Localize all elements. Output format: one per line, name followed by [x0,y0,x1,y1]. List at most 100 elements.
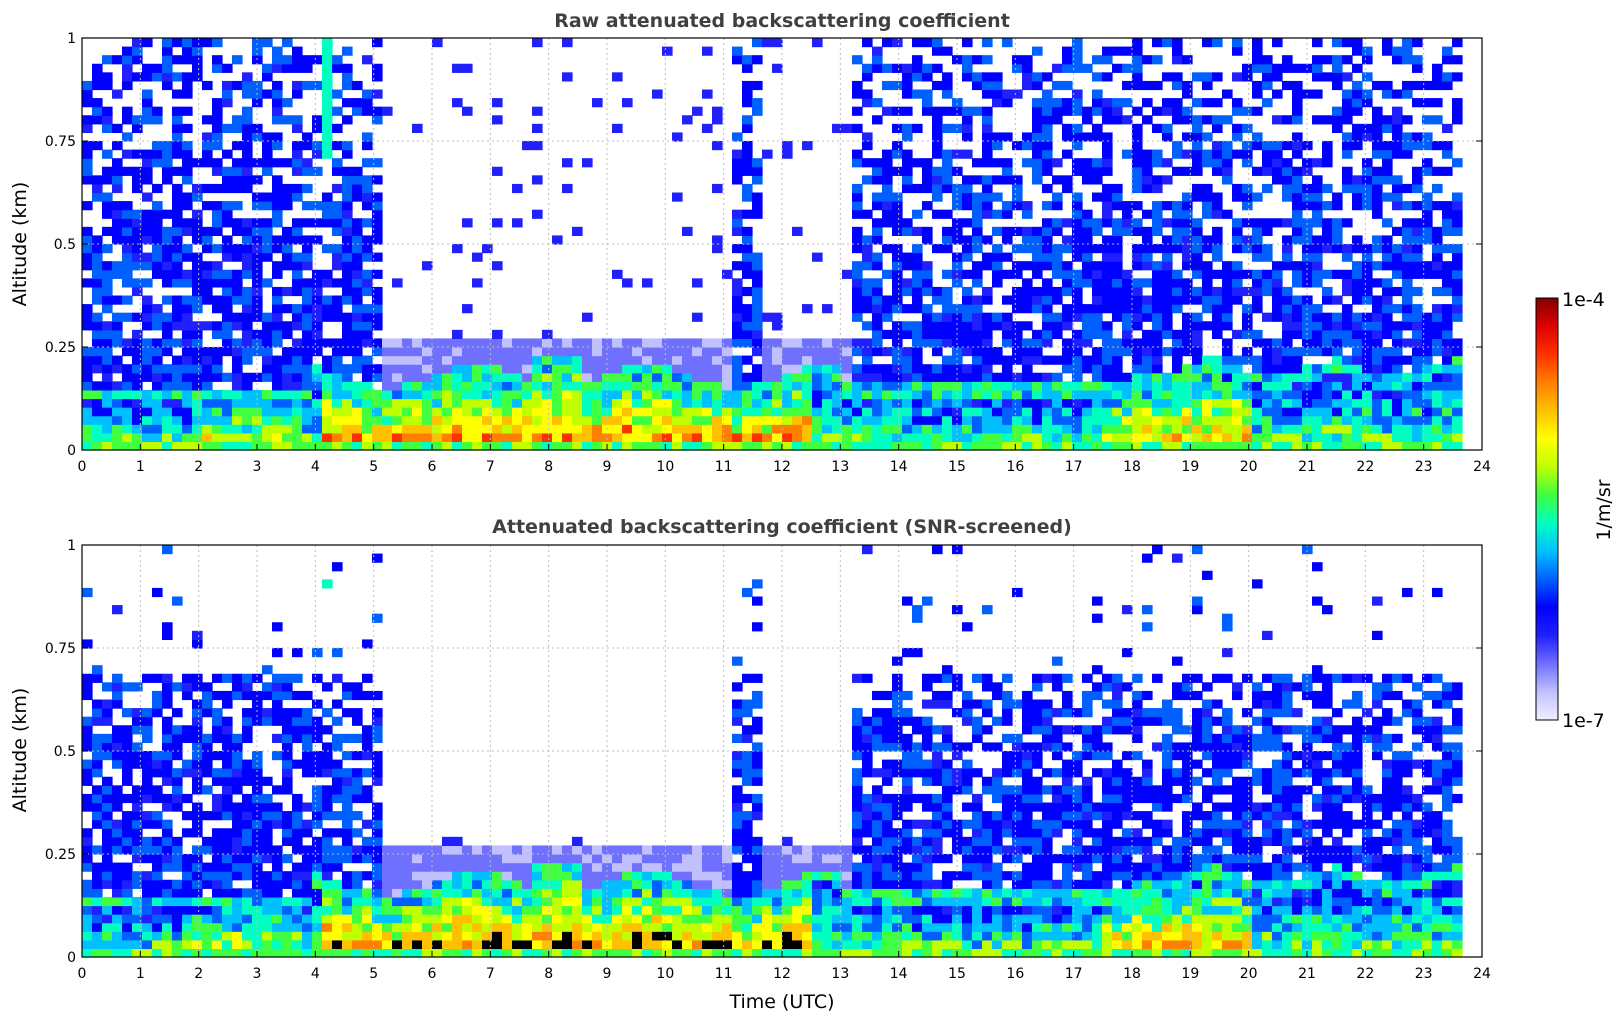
heatmap-cell [1282,415,1293,425]
heatmap-cell [832,355,843,365]
heatmap-cell [712,381,723,391]
heatmap-cell [92,914,103,924]
heatmap-cell [82,80,93,91]
heatmap-cell [182,123,193,134]
heatmap-cell [1302,166,1313,176]
heatmap-cell [142,98,153,108]
heatmap-cell [252,407,263,417]
x-tick-label: 5 [369,459,378,475]
heatmap-cell [82,888,93,898]
heatmap-cell [122,896,133,907]
heatmap-cell [372,725,383,735]
heatmap-cell [382,407,393,417]
heatmap-cell [322,914,333,924]
heatmap-cell [572,888,583,898]
heatmap-cell [592,432,603,443]
heatmap-cell [432,879,443,889]
heatmap-cell [202,432,213,443]
heatmap-cell [352,854,363,864]
heatmap-cell [852,432,863,443]
heatmap-cell [572,441,583,451]
heatmap-cell [1412,398,1423,408]
heatmap-cell [272,708,283,718]
heatmap-cell [972,338,983,348]
heatmap-cell [762,381,773,391]
heatmap-cell [1312,72,1323,82]
x-tick-label: 3 [253,459,262,475]
heatmap-cell [192,682,203,692]
heatmap-cell [412,879,423,889]
heatmap-cell [132,123,143,134]
heatmap-cell [752,312,763,322]
heatmap-cell [712,106,723,116]
heatmap-cell [462,347,473,357]
heatmap-cell [532,389,543,400]
heatmap-cell [92,441,103,451]
heatmap-cell [512,845,523,855]
heatmap-cell [882,218,893,228]
heatmap-cell [232,175,243,185]
heatmap-cell [1232,329,1243,340]
heatmap-cell [122,372,133,382]
heatmap-cell [272,286,283,297]
heatmap-cell [522,854,533,864]
heatmap-cell [162,398,173,408]
heatmap-cell [82,854,93,864]
heatmap-cell [192,699,203,709]
heatmap-cell [1382,415,1393,425]
heatmap-cell [1062,432,1073,443]
heatmap-cell [1182,407,1193,417]
heatmap-cell [432,948,443,958]
heatmap-cell [1052,218,1063,228]
heatmap-cell [352,793,363,804]
heatmap-cell [202,398,213,408]
heatmap-cell [1352,364,1363,374]
heatmap-cell [1382,347,1393,357]
heatmap-cell [1292,166,1303,176]
heatmap-cell [192,424,203,434]
heatmap-cell [862,372,873,382]
heatmap-cell [232,389,243,400]
heatmap-cell [902,261,913,271]
heatmap-cell [922,158,933,168]
heatmap-cell [912,209,923,219]
heatmap-cell [912,123,923,134]
heatmap-cell [562,364,573,374]
heatmap-cell [1112,244,1123,254]
heatmap-cell [992,398,1003,408]
heatmap-cell [112,785,123,795]
heatmap-cell [142,106,153,116]
heatmap-cell [962,407,973,417]
heatmap-cell [252,98,263,108]
heatmap-cell [812,424,823,434]
heatmap-cell [442,441,453,451]
heatmap-cell [1012,398,1023,408]
heatmap-cell [462,905,473,915]
heatmap-cell [822,415,833,425]
heatmap-cell [262,845,273,855]
heatmap-cell [362,183,373,194]
heatmap-cell [722,364,733,374]
heatmap-cell [712,141,723,151]
heatmap-cell [1342,89,1353,99]
heatmap-cell [1132,389,1143,400]
heatmap-cell [362,948,373,958]
heatmap-cell [232,424,243,434]
heatmap-cell [362,793,373,804]
heatmap-cell [1052,192,1063,202]
heatmap-cell [312,364,323,374]
heatmap-cell [352,682,363,692]
heatmap-cell [302,398,313,408]
heatmap-cell [1092,106,1103,116]
heatmap-cell [382,364,393,374]
heatmap-cell [1172,141,1183,151]
heatmap-cell [722,389,733,400]
heatmap-cell [272,819,283,829]
heatmap-cell [862,407,873,417]
heatmap-cell [172,398,183,408]
heatmap-cell [112,836,123,847]
heatmap-cell [282,55,293,65]
heatmap-cell [862,389,873,400]
heatmap-cell [242,441,253,451]
heatmap-cell [122,708,133,718]
